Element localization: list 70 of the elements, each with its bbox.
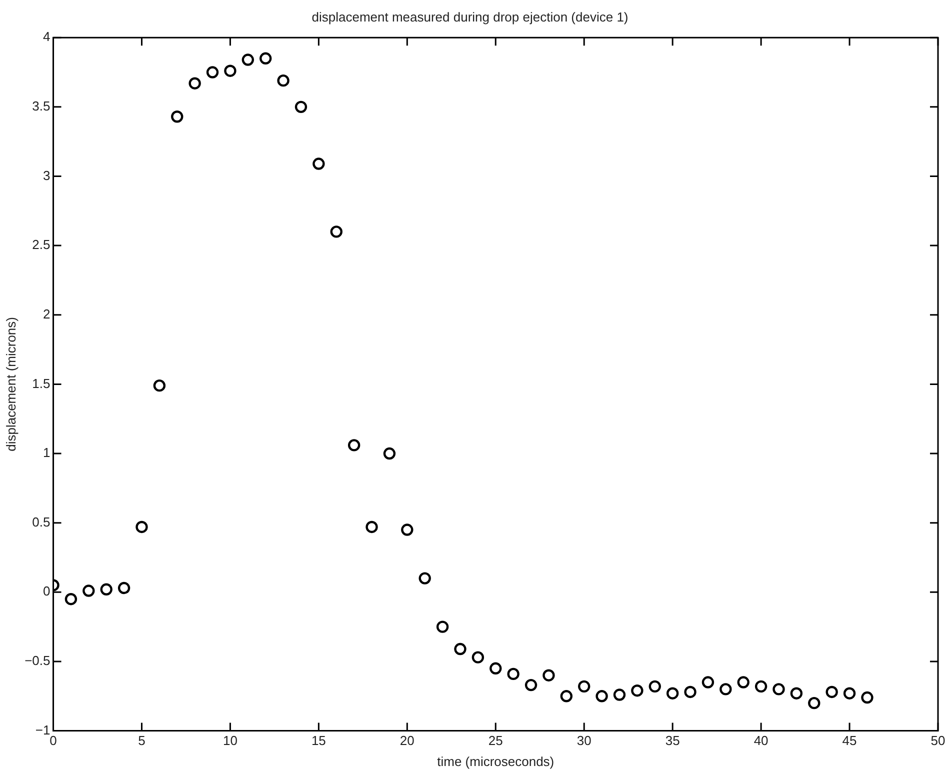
x-axis-title: time (microseconds) bbox=[437, 754, 554, 769]
x-tick-label: 50 bbox=[930, 733, 946, 748]
y-tick-label: 3.5 bbox=[32, 98, 50, 114]
point bbox=[260, 52, 272, 64]
point bbox=[294, 100, 308, 114]
y-axis-title: displacement (microns) bbox=[3, 317, 18, 452]
point bbox=[472, 651, 484, 664]
x-tick-label: 45 bbox=[842, 733, 857, 748]
point bbox=[418, 572, 431, 584]
point bbox=[490, 662, 502, 675]
point bbox=[790, 687, 803, 700]
point bbox=[366, 520, 378, 534]
y-tick-label: 0 bbox=[43, 584, 50, 599]
x-tick-label: 25 bbox=[488, 733, 503, 748]
y-tick-label: 1.5 bbox=[32, 376, 50, 391]
y-tick-label: 3 bbox=[43, 168, 50, 183]
x-tick-label: 15 bbox=[311, 733, 326, 748]
y-tick-label: −0.5 bbox=[24, 653, 50, 668]
point bbox=[808, 696, 820, 710]
point bbox=[578, 680, 590, 693]
point bbox=[754, 680, 768, 693]
point bbox=[64, 592, 78, 606]
point bbox=[666, 687, 679, 700]
point bbox=[188, 77, 201, 90]
point bbox=[206, 66, 219, 78]
point bbox=[118, 582, 130, 594]
point bbox=[224, 64, 236, 77]
point bbox=[720, 683, 732, 696]
point bbox=[277, 74, 290, 87]
point bbox=[401, 524, 414, 536]
point bbox=[861, 691, 874, 704]
point bbox=[330, 226, 342, 238]
point bbox=[826, 686, 838, 698]
point bbox=[596, 690, 608, 702]
x-tick-label: 5 bbox=[138, 733, 146, 748]
point bbox=[312, 158, 325, 170]
x-tick-label: 35 bbox=[665, 733, 680, 748]
point bbox=[631, 684, 644, 697]
point bbox=[560, 690, 573, 702]
y-tick-label: 0.5 bbox=[32, 514, 50, 530]
point bbox=[153, 379, 166, 392]
chart-title: displacement measured during drop ejection (device 1) bbox=[312, 9, 628, 24]
point bbox=[348, 439, 360, 452]
y-tick-label: 2.5 bbox=[32, 237, 50, 252]
x-tick-label: 10 bbox=[222, 733, 238, 748]
point bbox=[242, 54, 254, 66]
point bbox=[524, 678, 538, 692]
y-tick-label: 2 bbox=[43, 306, 50, 322]
point bbox=[100, 583, 112, 596]
point bbox=[702, 676, 714, 688]
y-tick-label: 1 bbox=[43, 445, 50, 460]
point bbox=[171, 110, 184, 123]
point bbox=[684, 686, 696, 698]
point bbox=[454, 642, 466, 656]
point bbox=[507, 668, 520, 680]
x-tick-label: 40 bbox=[754, 733, 768, 748]
point bbox=[542, 669, 555, 682]
point bbox=[436, 620, 449, 633]
point bbox=[648, 680, 661, 693]
y-tick-label: −1 bbox=[35, 722, 50, 738]
point bbox=[383, 447, 396, 460]
x-tick-label: 20 bbox=[400, 733, 414, 748]
point bbox=[737, 676, 750, 688]
x-tick-label: 30 bbox=[576, 733, 592, 748]
point bbox=[82, 584, 95, 597]
point bbox=[772, 683, 785, 696]
y-tick-label: 4 bbox=[43, 29, 50, 44]
point bbox=[136, 520, 148, 534]
point bbox=[613, 688, 626, 701]
point bbox=[843, 687, 856, 700]
